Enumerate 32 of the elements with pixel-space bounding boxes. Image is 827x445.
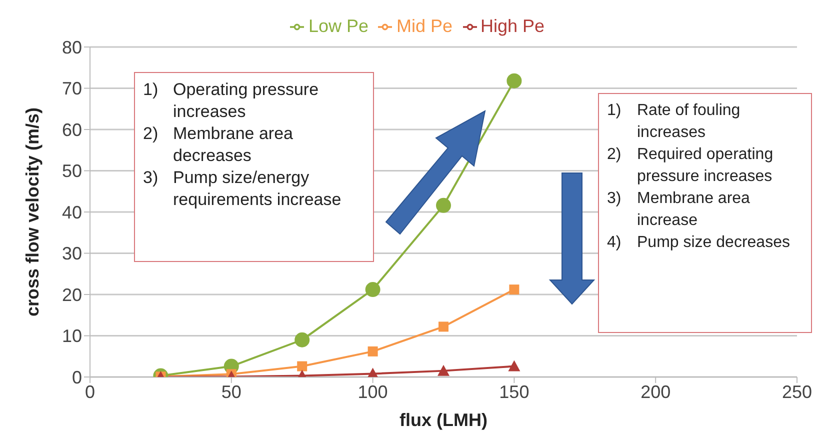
legend-label: Low Pe: [308, 16, 368, 36]
y-tick-label: 0: [72, 367, 82, 388]
x-tick-label: 50: [221, 382, 242, 402]
legend-label: Mid Pe: [396, 16, 453, 36]
y-tick-label: 80: [62, 37, 82, 58]
y-tick-label: 70: [62, 78, 82, 99]
point: [508, 360, 520, 372]
x-axis-title: flux (LMH): [400, 410, 488, 430]
y-tick-label: 60: [62, 120, 82, 140]
note-box: 1) Rate of fouling increases 2) Required operating pressure increases 3) Membrane area increase 4) Pump size decreases: [598, 93, 812, 333]
x-tick-label: 200: [640, 382, 671, 402]
x-tick-label: 150: [499, 382, 530, 402]
x-tick-label: 250: [782, 382, 812, 402]
point: [294, 332, 310, 348]
point: [365, 282, 380, 298]
point: [368, 346, 378, 356]
legend-label: High Pe: [480, 16, 545, 36]
y-tick-label: 30: [62, 244, 82, 264]
y-tick-label: 10: [62, 326, 82, 346]
y-tick-label: 40: [62, 202, 82, 222]
note-box: 1) Operating pressure increases 2) Membrane area decreases 3) Pump size/energy requirements increase: [134, 72, 374, 262]
point: [438, 364, 450, 376]
y-tick-label: 50: [62, 161, 82, 182]
point: [509, 284, 520, 295]
point: [438, 322, 448, 332]
y-tick-label: 20: [62, 284, 82, 305]
x-tick-label: 100: [358, 382, 388, 402]
point: [297, 361, 308, 372]
y-axis-title: cross flow velocity (m/s): [22, 107, 42, 317]
x-tick-label: 0: [84, 382, 96, 402]
point: [506, 73, 522, 88]
point: [436, 198, 451, 213]
